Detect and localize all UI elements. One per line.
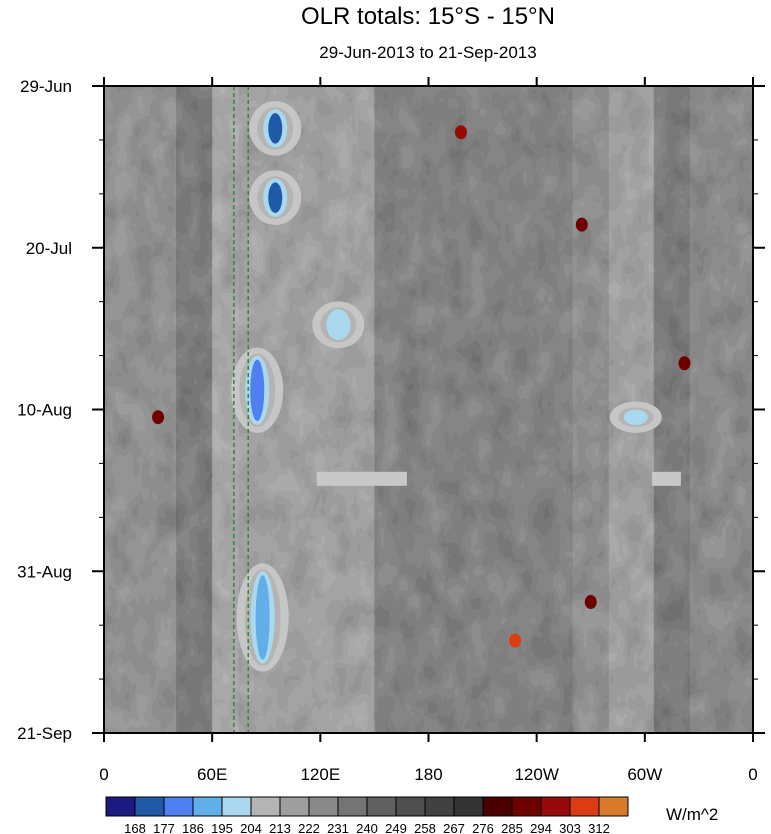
high-olr-spot <box>509 633 522 648</box>
colorbar-box <box>192 796 223 817</box>
colorbar-box <box>337 796 368 817</box>
x-tick-label: 0 <box>748 765 757 784</box>
y-tick-label: 29-Jun <box>20 77 72 96</box>
y-tick-label: 20-Jul <box>26 239 72 258</box>
missing-data-bar <box>652 471 681 486</box>
convective-core <box>628 413 643 422</box>
colorbar-box <box>424 796 455 817</box>
colorbar-box <box>134 796 165 817</box>
convective-core <box>250 359 265 421</box>
colorbar-label: 285 <box>501 821 523 834</box>
colorbar: 168 177 186 195 204 213 222 231 240 249 258 267 276 2… <box>105 796 629 834</box>
colorbar-label: 168 <box>124 821 146 834</box>
colorbar-box <box>569 796 600 817</box>
y-tick-label: 10-Aug <box>17 401 72 420</box>
convective-core <box>268 182 283 213</box>
high-olr-spot <box>152 410 165 425</box>
x-tick-label: 120E <box>300 765 340 784</box>
axes: 0 60E 120E 180 120W 60W 0 29-Jun 20-Jul 10-Aug 31-… <box>17 77 765 784</box>
y-tick-label: 31-Aug <box>17 562 72 581</box>
colorbar-label: 222 <box>298 821 320 834</box>
colorbar-label: 303 <box>559 821 581 834</box>
colorbar-label: 258 <box>414 821 436 834</box>
colorbar-label: 213 <box>269 821 291 834</box>
colorbar-box <box>482 796 513 817</box>
missing-data-bar <box>316 471 407 486</box>
colorbar-units-label: W/m^2 <box>666 805 718 824</box>
high-olr-spot <box>678 356 691 371</box>
convective-core <box>255 575 270 660</box>
colorbar-box <box>250 796 281 817</box>
x-tick-label: 60W <box>627 765 662 784</box>
x-tick-label: 120W <box>514 765 558 784</box>
colorbar-box <box>540 796 571 817</box>
colorbar-box <box>163 796 194 817</box>
chart-subtitle: 29-Jun-2013 to 21-Sep-2013 <box>319 43 536 62</box>
colorbar-label: 186 <box>182 821 204 834</box>
colorbar-label: 240 <box>356 821 378 834</box>
colorbar-label: 177 <box>153 821 175 834</box>
convective-core <box>331 313 346 337</box>
x-tick-label: 60E <box>197 765 227 784</box>
reference-line-layer <box>233 86 249 733</box>
colorbar-label: 276 <box>472 821 494 834</box>
colorbar-box <box>395 796 426 817</box>
colorbar-label: 231 <box>327 821 349 834</box>
colorbar-box <box>511 796 542 817</box>
colorbar-label: 195 <box>211 821 233 834</box>
colorbar-label: 312 <box>588 821 610 834</box>
colorbar-label: 294 <box>530 821 552 834</box>
plot-area <box>104 86 753 733</box>
colorbar-label: 249 <box>385 821 407 834</box>
colorbar-box <box>308 796 339 817</box>
y-tick-label: 21-Sep <box>17 724 72 743</box>
colorbar-box <box>598 796 629 817</box>
colorbar-box <box>366 796 397 817</box>
chart-title: OLR totals: 15°S - 15°N <box>301 3 555 30</box>
x-tick-label: 0 <box>99 765 108 784</box>
high-olr-spot <box>584 595 597 610</box>
high-olr-spot <box>454 125 467 140</box>
x-tick-label: 180 <box>414 765 442 784</box>
olr-feature-layer <box>152 101 691 672</box>
convective-core <box>268 113 283 144</box>
colorbar-box <box>105 796 136 817</box>
colorbar-label: 204 <box>240 821 262 834</box>
colorbar-box <box>221 796 252 817</box>
colorbar-box <box>453 796 484 817</box>
high-olr-spot <box>575 217 588 232</box>
colorbar-label: 267 <box>443 821 465 834</box>
colorbar-box <box>279 796 310 817</box>
